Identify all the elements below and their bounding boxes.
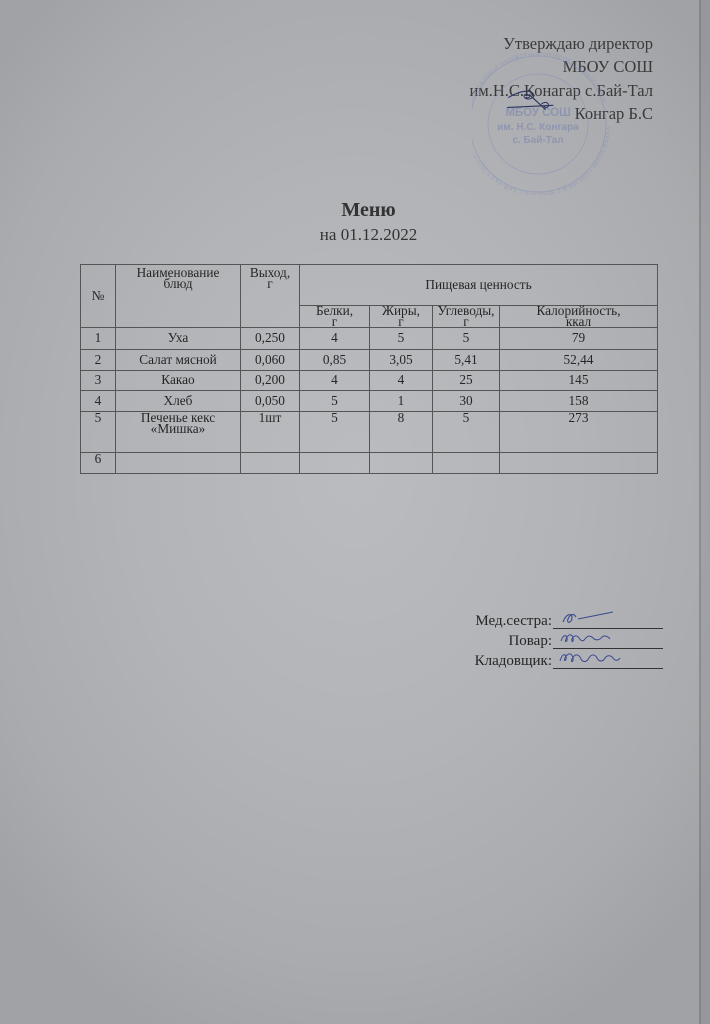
svg-text:с. Бай-Тал: с. Бай-Тал [512,135,563,146]
svg-text:им. Н.С. Конгара: им. Н.С. Конгара [497,122,579,133]
